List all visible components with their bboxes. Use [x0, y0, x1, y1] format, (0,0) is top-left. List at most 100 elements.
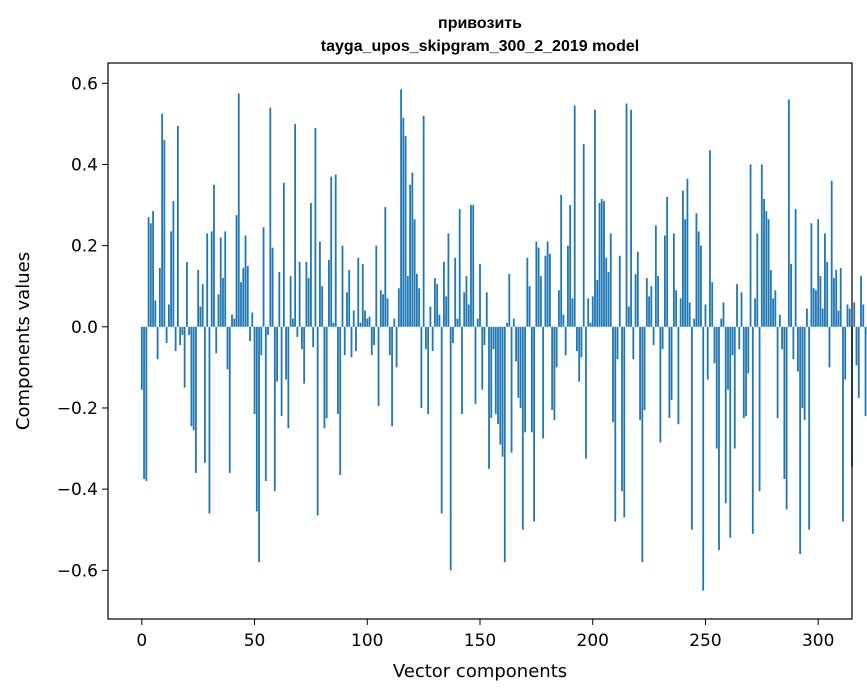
bar-195: [580, 326, 583, 358]
bar-148: [474, 326, 477, 404]
bar-105: [377, 326, 380, 406]
bar-168: [519, 326, 522, 408]
bar-3: [147, 217, 150, 327]
bar-307: [833, 278, 835, 327]
bar-228: [654, 225, 657, 327]
bar-141: [458, 209, 461, 327]
bar-237: [675, 290, 678, 327]
bar-154: [488, 326, 490, 469]
bar-266: [740, 292, 743, 327]
bar-281: [774, 290, 777, 327]
bar-115: [400, 89, 402, 327]
bar-311: [842, 326, 844, 522]
bar-42: [235, 215, 238, 327]
bar-301: [819, 276, 822, 327]
bar-308: [835, 269, 838, 327]
bar-245: [693, 318, 696, 327]
bar-259: [724, 326, 727, 504]
bar-106: [379, 290, 382, 327]
bar-153: [485, 292, 488, 327]
bar-310: [839, 267, 842, 327]
bar-93: [350, 326, 353, 358]
bar-313: [846, 304, 849, 327]
bar-239: [679, 298, 682, 327]
bar-232: [663, 235, 666, 327]
bar-123: [418, 288, 421, 327]
bar-189: [567, 245, 569, 327]
bar-139: [454, 257, 457, 327]
bar-320: [862, 304, 865, 327]
bar-57: [269, 107, 272, 327]
bar-138: [452, 326, 454, 344]
bar-41: [233, 318, 236, 327]
bar-58: [271, 247, 274, 327]
bar-212: [618, 255, 621, 327]
bar-7: [156, 326, 159, 360]
bar-299: [815, 290, 817, 327]
bar-112: [393, 318, 396, 327]
bar-253: [711, 282, 714, 327]
bar-series: [140, 89, 867, 591]
bar-275: [760, 164, 763, 327]
bar-25: [197, 269, 200, 327]
bar-82: [325, 326, 328, 419]
bar-170: [524, 326, 526, 433]
bar-122: [415, 274, 418, 327]
bar-272: [754, 298, 756, 327]
bar-107: [382, 294, 384, 327]
bar-203: [598, 203, 601, 327]
bar-233: [666, 196, 669, 327]
bar-44: [240, 282, 242, 327]
bar-252: [709, 150, 711, 327]
chart-title-line-2: tayga_upos_skipgram_300_2_2019 model: [321, 38, 639, 55]
bar-91: [346, 292, 348, 327]
bar-184: [555, 326, 558, 368]
bar-92: [348, 269, 351, 327]
bar-24: [195, 326, 197, 473]
bar-5: [152, 211, 154, 327]
bar-206: [605, 257, 608, 327]
bar-214: [623, 326, 626, 518]
bar-13: [170, 231, 173, 327]
bar-285: [783, 326, 786, 479]
bar-29: [206, 233, 209, 327]
bar-180: [546, 241, 549, 327]
bar-210: [614, 326, 617, 522]
bar-250: [704, 304, 707, 327]
bar-131: [436, 284, 439, 327]
bar-87: [337, 326, 339, 415]
bar-261: [729, 326, 732, 538]
bar-178: [542, 326, 545, 439]
bar-208: [609, 233, 612, 327]
bar-96: [357, 257, 360, 327]
bar-22: [190, 326, 193, 427]
bar-196: [582, 144, 585, 327]
bar-62: [280, 326, 283, 417]
bar-318: [857, 326, 860, 398]
x-tick-label: 150: [464, 631, 496, 651]
bar-286: [785, 326, 788, 510]
bar-230: [659, 326, 662, 443]
bar-70: [298, 261, 301, 327]
bar-205: [603, 200, 605, 327]
bar-101: [368, 316, 371, 327]
bar-89: [341, 245, 344, 327]
bar-242: [686, 178, 689, 327]
bar-179: [544, 255, 547, 327]
bar-268: [745, 326, 747, 417]
bar-136: [447, 233, 450, 327]
bar-52: [258, 326, 260, 563]
bar-287: [787, 99, 790, 327]
bar-279: [769, 269, 772, 327]
bar-317: [855, 326, 858, 366]
bar-100: [366, 318, 369, 327]
bar-223: [643, 326, 646, 410]
bar-183: [553, 326, 556, 421]
bar-48: [249, 326, 251, 341]
bar-215: [625, 103, 628, 327]
bar-85: [332, 322, 335, 327]
bar-71: [300, 326, 303, 350]
bar-182: [551, 326, 554, 410]
bar-1: [143, 326, 145, 479]
